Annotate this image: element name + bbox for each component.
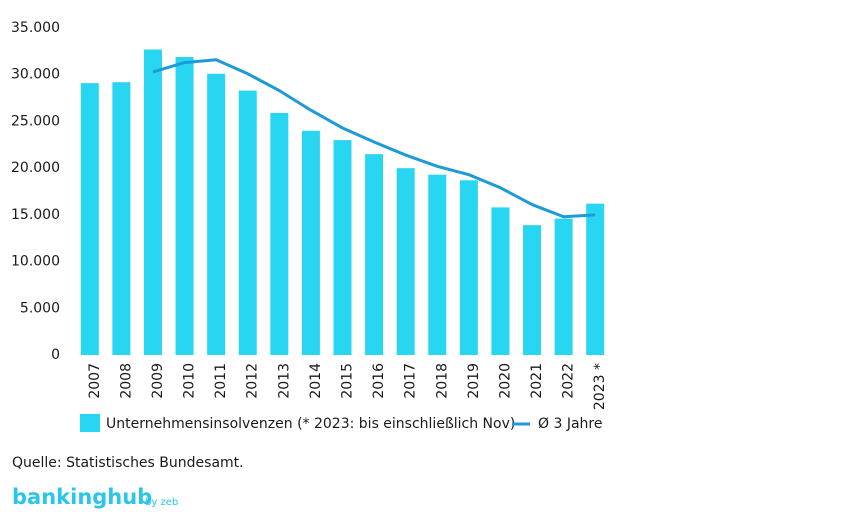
bar	[586, 203, 605, 355]
y-tick-label: 30.000	[11, 67, 60, 83]
x-tick-label: 2021	[529, 363, 545, 399]
y-tick-label: 10.000	[11, 254, 60, 270]
bar	[143, 49, 162, 355]
bar	[491, 207, 510, 355]
x-tick-label: 2020	[497, 363, 513, 399]
bar	[301, 130, 320, 355]
bar	[459, 180, 478, 355]
y-tick-label: 25.000	[11, 113, 60, 129]
bar	[428, 174, 447, 355]
x-tick-label: 2017	[403, 363, 419, 399]
x-tick-label: 2015	[340, 363, 356, 399]
legend-label: Ø 3 Jahre	[538, 416, 602, 432]
legend-label: Unternehmensinsolvenzen (* 2023: bis ein…	[106, 416, 515, 432]
source-note: Quelle: Statistisches Bundesamt.	[12, 455, 244, 471]
bar	[396, 168, 415, 355]
x-tick-label: 2014	[308, 363, 324, 399]
bar	[365, 154, 384, 355]
x-tick-label: 2009	[150, 363, 166, 399]
y-tick-label: 15.000	[11, 207, 60, 223]
bar	[554, 218, 573, 355]
bar	[333, 140, 352, 355]
bar	[270, 113, 289, 356]
legend-swatch	[80, 414, 100, 432]
y-tick-label: 0	[51, 347, 60, 363]
bar	[112, 82, 131, 355]
line	[152, 58, 596, 219]
brand-logo: bankinghub	[12, 485, 152, 509]
x-tick-label: 2023 *	[592, 363, 608, 410]
x-tick-label: 2013	[276, 363, 292, 399]
y-tick-label: 20.000	[11, 160, 60, 176]
bar	[175, 56, 194, 355]
x-tick-label: 2012	[245, 363, 261, 399]
bar	[207, 73, 226, 355]
x-tick-label: 2016	[371, 363, 387, 399]
x-tick-label: 2022	[561, 363, 577, 399]
x-tick-label: 2019	[466, 363, 482, 399]
bar	[238, 90, 257, 356]
y-tick-label: 5.000	[20, 300, 60, 316]
x-tick-label: 2007	[87, 363, 103, 399]
x-tick-label: 2008	[118, 363, 134, 399]
y-tick-label: 35.000	[11, 20, 60, 36]
bar	[523, 225, 542, 355]
x-tick-label: 2018	[434, 363, 450, 399]
x-tick-label: 2010	[182, 363, 198, 399]
x-tick-label: 2011	[213, 363, 229, 399]
bar	[80, 83, 99, 355]
brand-suffix: by zeb	[145, 497, 178, 508]
